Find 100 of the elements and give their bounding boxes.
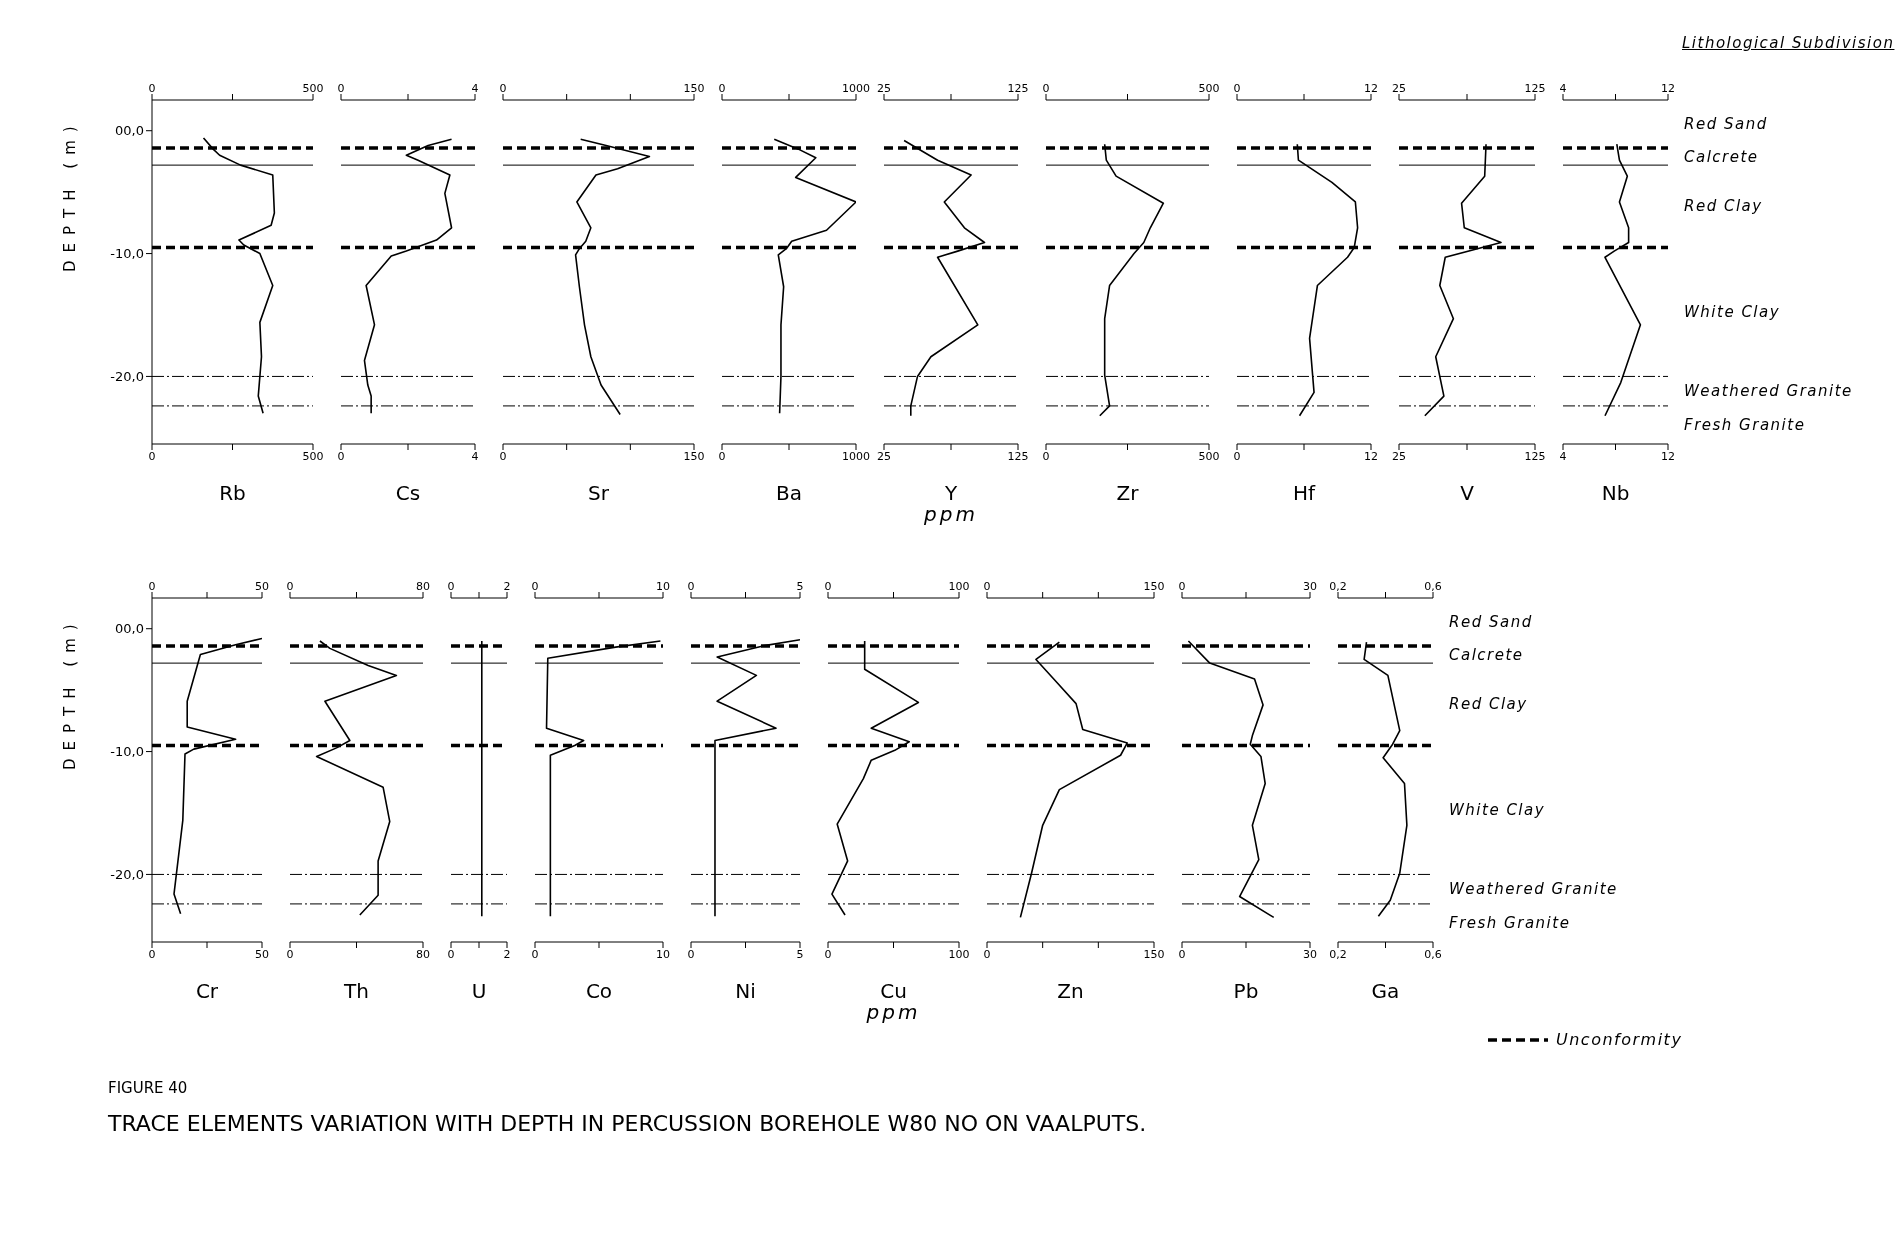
x-tick-label: 25 bbox=[877, 82, 891, 95]
x2-tick-label: 0 bbox=[148, 947, 156, 961]
x-tick-label: 0 bbox=[1042, 82, 1050, 95]
x2-tick-label: 30 bbox=[1303, 947, 1317, 961]
x-axis-title: U bbox=[471, 979, 487, 1003]
x-axis-title: Co bbox=[585, 979, 613, 1003]
x2-tick-label: 50 bbox=[255, 947, 269, 961]
x2-tick-label: 100 bbox=[948, 947, 970, 961]
x-tick-label: 150 bbox=[1143, 580, 1165, 593]
text: Calcrete bbox=[1684, 146, 1759, 167]
text: White Clay bbox=[1684, 301, 1781, 322]
x2-tick-label: 125 bbox=[1524, 449, 1546, 463]
x-axis-title: V bbox=[1460, 481, 1475, 505]
x2-tick-label: 1000 bbox=[842, 449, 870, 463]
x-tick-label: 2 bbox=[503, 580, 511, 593]
x2-tick-label: 0 bbox=[983, 947, 991, 961]
x-tick-label: 10 bbox=[656, 580, 670, 593]
x-tick-label: 0 bbox=[286, 580, 294, 593]
x2-tick-label: 500 bbox=[1198, 449, 1220, 463]
x2-tick-label: 5 bbox=[796, 947, 804, 961]
x-tick-label: 0 bbox=[1233, 82, 1241, 95]
x2-tick-label: 4 bbox=[471, 449, 479, 463]
x-axis-title: Ba bbox=[776, 481, 802, 505]
x2-tick-label: 0 bbox=[824, 947, 832, 961]
legend-label: Unconformity bbox=[1556, 1030, 1683, 1049]
x-tick-label: 30 bbox=[1303, 580, 1317, 593]
x-tick-label: 150 bbox=[683, 82, 705, 95]
x2-tick-label: 0 bbox=[687, 947, 695, 961]
x-tick-label: 0 bbox=[148, 580, 156, 593]
text: Fresh Granite bbox=[1449, 912, 1571, 933]
x2-tick-label: 12 bbox=[1364, 449, 1378, 463]
x-axis-title: Cr bbox=[195, 979, 219, 1003]
x2-tick-label: 0 bbox=[1233, 449, 1241, 463]
x2-tick-label: 150 bbox=[1143, 947, 1165, 961]
x-tick-label: 0 bbox=[1178, 580, 1186, 593]
text: Red Clay bbox=[1449, 694, 1528, 715]
y-tick-label: -20,0 bbox=[110, 369, 144, 385]
x2-tick-label: 0,2 bbox=[1329, 947, 1347, 961]
x-tick-label: 0 bbox=[718, 82, 726, 95]
text: Fresh Granite bbox=[1684, 414, 1806, 435]
x2-tick-label: 500 bbox=[302, 449, 324, 463]
x2-tick-label: 12 bbox=[1661, 449, 1675, 463]
x-axis-title: Nb bbox=[1601, 481, 1630, 505]
x2-tick-label: 0 bbox=[1178, 947, 1186, 961]
y-tick-label: -10,0 bbox=[110, 246, 144, 262]
x-tick-label: 0 bbox=[824, 580, 832, 593]
x-tick-label: 125 bbox=[1524, 82, 1546, 95]
x2-tick-label: 80 bbox=[416, 947, 430, 961]
x2-tick-label: 0 bbox=[286, 947, 294, 961]
x2-tick-label: 0 bbox=[718, 449, 726, 463]
x-axis-title: Sr bbox=[588, 481, 610, 505]
x2-tick-label: 150 bbox=[683, 449, 705, 463]
y-tick-label: -20,0 bbox=[110, 867, 144, 883]
x-axis-title: Pb bbox=[1233, 979, 1259, 1003]
x-axis-title: Rb bbox=[219, 481, 246, 505]
x-axis-title: Cu bbox=[880, 979, 907, 1003]
x-tick-label: 25 bbox=[1392, 82, 1406, 95]
x-axis-title: Cs bbox=[395, 481, 421, 505]
text: Weathered Granite bbox=[1684, 381, 1853, 402]
text: White Clay bbox=[1449, 799, 1546, 820]
x2-tick-label: 25 bbox=[877, 449, 891, 463]
x-tick-label: 1000 bbox=[842, 82, 870, 95]
text: Red Clay bbox=[1684, 196, 1763, 217]
x-axis-title: Hf bbox=[1292, 481, 1316, 505]
x-tick-label: 0 bbox=[531, 580, 539, 593]
x-axis-title: Ga bbox=[1371, 979, 1400, 1003]
y-tick-label: 00,0 bbox=[115, 621, 144, 637]
text: Red Sand bbox=[1684, 113, 1768, 134]
x2-tick-label: 0 bbox=[531, 947, 539, 961]
x2-tick-label: 2 bbox=[503, 947, 511, 961]
x-tick-label: 50 bbox=[255, 580, 269, 593]
x-tick-label: 0,6 bbox=[1424, 580, 1442, 593]
x-tick-label: 0 bbox=[687, 580, 695, 593]
x-tick-label: 4 bbox=[1559, 82, 1567, 95]
x-tick-label: 12 bbox=[1364, 82, 1378, 95]
y-tick-label: 00,0 bbox=[115, 123, 144, 139]
x2-tick-label: 25 bbox=[1392, 449, 1406, 463]
x2-tick-label: 0 bbox=[1042, 449, 1050, 463]
x-tick-label: 0 bbox=[499, 82, 507, 95]
text: Red Sand bbox=[1449, 611, 1533, 632]
x-axis-title: Th bbox=[343, 979, 369, 1003]
x2-tick-label: 4 bbox=[1559, 449, 1567, 463]
x2-tick-label: 0 bbox=[337, 449, 345, 463]
x2-tick-label: 0,6 bbox=[1424, 947, 1442, 961]
x-axis-title: Y bbox=[943, 481, 958, 505]
x-tick-label: 0 bbox=[447, 580, 455, 593]
x-tick-label: 500 bbox=[302, 82, 324, 95]
x-tick-label: 500 bbox=[1198, 82, 1220, 95]
x2-tick-label: 10 bbox=[656, 947, 670, 961]
x-tick-label: 5 bbox=[796, 580, 804, 593]
text: ppm bbox=[923, 502, 979, 526]
x-tick-label: 0 bbox=[148, 82, 156, 95]
x-tick-label: 0 bbox=[337, 82, 345, 95]
x2-tick-label: 0 bbox=[447, 947, 455, 961]
x2-tick-label: 0 bbox=[148, 449, 156, 463]
legend-title: Lithological Subdivision bbox=[1682, 34, 1895, 52]
text: Weathered Granite bbox=[1449, 879, 1618, 900]
x-tick-label: 125 bbox=[1007, 82, 1029, 95]
x-tick-label: 12 bbox=[1661, 82, 1675, 95]
x2-tick-label: 0 bbox=[499, 449, 507, 463]
